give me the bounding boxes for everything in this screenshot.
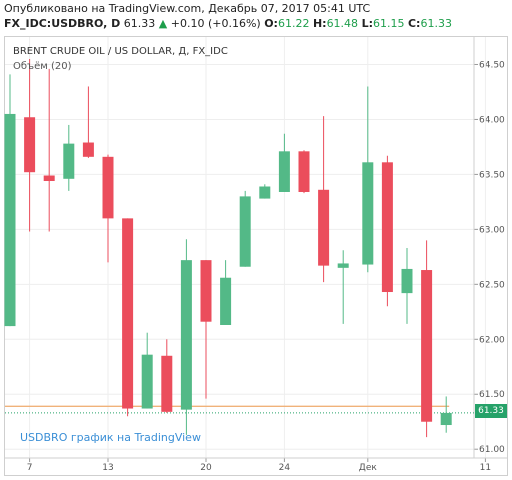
symbol-quote-line: FX_IDC:USDBRO, D 61.33 ▲ +0.10 (+0.16%) …: [4, 17, 452, 30]
tradingview-watermark[interactable]: USDBRO график на TradingView: [20, 431, 201, 444]
x-tick-label: 13: [102, 463, 113, 473]
candle-body-down: [298, 151, 310, 192]
candle-body-down: [122, 218, 134, 409]
y-tick-label: 62.50: [479, 280, 505, 290]
candle-body-up: [63, 143, 75, 179]
low-label: L:: [361, 17, 373, 30]
candle-body-up: [362, 162, 374, 265]
y-tick-label: 64.50: [479, 60, 505, 70]
open-value: 61.22: [277, 17, 310, 30]
candle-body-down: [200, 260, 212, 322]
candle-body-up: [4, 113, 16, 327]
candle-body-down: [24, 117, 36, 173]
open-label: O:: [264, 17, 278, 30]
candle-body-up: [278, 151, 290, 192]
x-tick-label: Дек: [359, 463, 378, 473]
candle-body-down: [381, 162, 393, 293]
high-label: H:: [312, 17, 327, 30]
volume-label: Объём (20): [13, 61, 72, 72]
y-tick-label: 62.00: [479, 335, 505, 345]
candle-body-up: [141, 354, 153, 409]
y-tick-label: 61.50: [479, 390, 505, 400]
last-price: 61.33: [123, 17, 156, 30]
candle-body-up: [440, 412, 452, 426]
y-tick-label: 63.00: [479, 225, 505, 235]
candle-body-up: [337, 263, 349, 268]
close-value: 61.33: [420, 17, 452, 30]
y-tick-label: 63.50: [479, 170, 505, 180]
x-tick-label: 11: [480, 463, 491, 473]
candle-body-up: [239, 196, 251, 267]
candle-body-up: [180, 260, 192, 410]
candle-body-down: [82, 142, 94, 157]
x-tick-label: 20: [200, 463, 212, 473]
candle-body-up: [259, 186, 271, 199]
x-tick-label: 24: [279, 463, 291, 473]
chart-title: BRENT CRUDE OIL / US DOLLAR, Д, FX_IDC: [13, 46, 228, 57]
last-price-tag: 61.33: [475, 404, 507, 418]
symbol-name: FX_IDC:USDBRO, D: [4, 17, 121, 30]
high-value: 61.48: [326, 17, 359, 30]
candle-body-down: [43, 175, 55, 181]
change-arrow-icon: ▲: [158, 17, 168, 30]
x-tick-label: 7: [27, 463, 33, 473]
candle-body-up: [220, 277, 232, 325]
change-value: +0.10 (+0.16%): [170, 17, 261, 30]
y-tick-label: 61.00: [479, 445, 505, 455]
candle-body-down: [161, 355, 173, 412]
candle-body-up: [401, 268, 413, 294]
low-value: 61.15: [372, 17, 405, 30]
y-tick-label: 64.00: [479, 115, 505, 125]
published-info: Опубликовано на TradingView.com, Декабрь…: [4, 2, 371, 15]
candle-body-down: [318, 189, 330, 266]
candle-body-down: [102, 156, 114, 219]
close-label: C:: [407, 17, 421, 30]
candle-body-down: [421, 270, 433, 422]
